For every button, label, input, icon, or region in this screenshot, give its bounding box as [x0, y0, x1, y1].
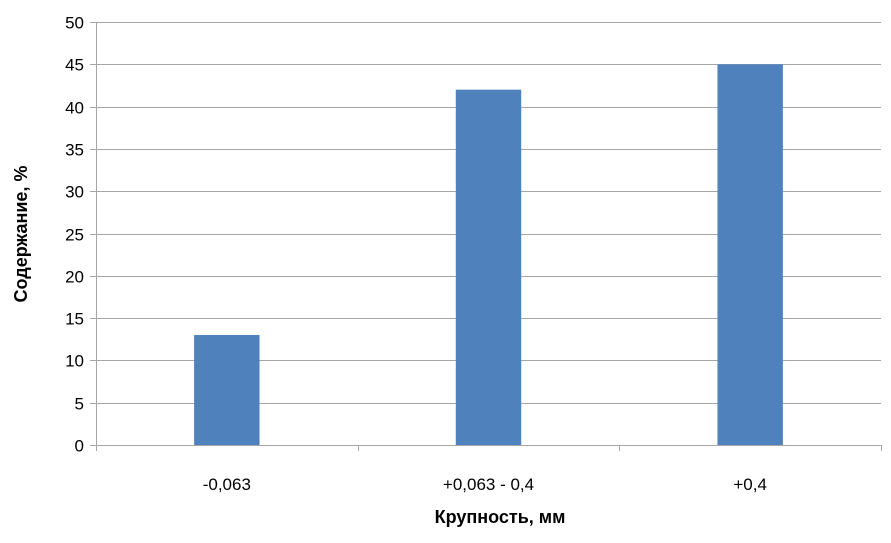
bar	[455, 89, 522, 446]
x-axis-title: Крупность, мм	[435, 507, 566, 527]
y-tick-label: 25	[65, 226, 84, 245]
y-tick-label: 45	[65, 56, 84, 75]
y-axis-title: Содержание, %	[11, 166, 31, 303]
bars	[194, 64, 783, 446]
y-tick-label: 15	[65, 310, 84, 329]
x-tick-label: -0,063	[203, 475, 251, 494]
x-tick-label: +0,063 - 0,4	[443, 475, 534, 494]
y-tick-label: 30	[65, 183, 84, 202]
bar	[717, 64, 783, 446]
y-tick-label: 50	[65, 14, 84, 33]
y-tick-labels: 0 5 10 15 20 25 30 35 40 45 50	[65, 14, 84, 456]
y-tick-label: 0	[75, 437, 84, 456]
y-tick-label: 10	[65, 352, 84, 371]
y-tick-label: 35	[65, 141, 84, 160]
x-tick-labels: -0,063 +0,063 - 0,4 +0,4	[203, 475, 767, 494]
y-tick-label: 40	[65, 99, 84, 118]
x-tick-label: +0,4	[733, 475, 767, 494]
bar	[194, 335, 260, 445]
y-tick-label: 20	[65, 268, 84, 287]
y-tick-label: 5	[75, 395, 84, 414]
axes	[90, 22, 882, 451]
